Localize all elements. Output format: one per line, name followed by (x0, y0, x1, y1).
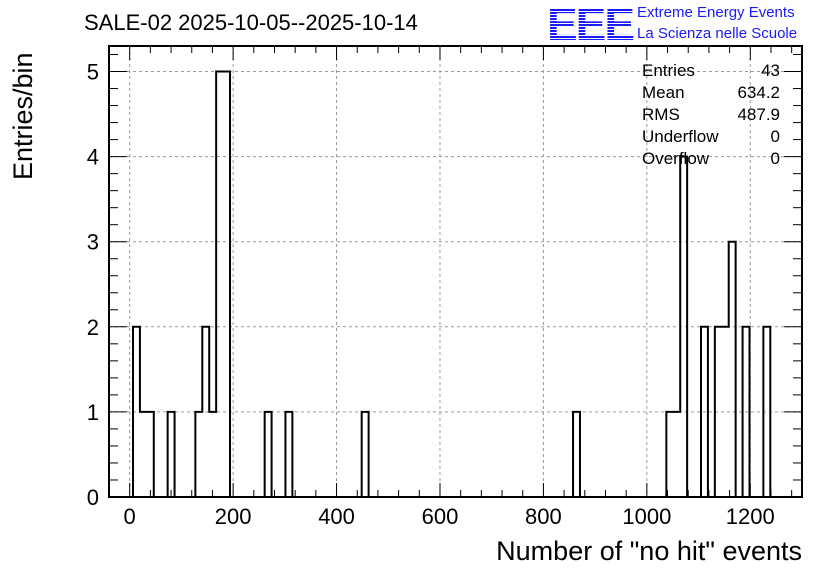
stats-entries-value: 43 (761, 61, 780, 80)
stats-entries-label: Entries (642, 61, 695, 80)
histogram-bin (216, 72, 223, 497)
histogram-bin (147, 412, 154, 497)
y-tick-label: 0 (87, 485, 99, 510)
y-tick-label: 4 (87, 145, 99, 170)
stats-underflow-row: Underflow 0 (642, 126, 780, 148)
x-axis-ticks: 0 200 400 600 800 1000 1200 (108, 46, 793, 529)
y-axis-ticks: 0 1 2 3 4 5 (87, 54, 802, 510)
histogram-bin (223, 72, 230, 497)
x-tick-label: 0 (124, 504, 136, 529)
x-tick-label: 1000 (622, 504, 671, 529)
histogram-bin (666, 412, 673, 497)
eee-logo: EEE (547, 0, 635, 44)
histogram-bin (362, 412, 369, 497)
histogram-bin (265, 412, 272, 497)
stats-mean-value: 634.2 (737, 83, 780, 102)
x-tick-label: 1200 (726, 504, 775, 529)
plot-frame (108, 45, 803, 498)
stats-mean-row: Mean 634.2 (642, 82, 780, 104)
x-tick-label: 400 (318, 504, 355, 529)
logo-title: Extreme Energy Events (637, 4, 795, 21)
stats-underflow-value: 0 (770, 127, 780, 146)
stats-underflow-label: Underflow (642, 127, 719, 146)
stats-mean-label: Mean (642, 83, 685, 102)
histogram-bin (140, 412, 147, 497)
histogram-bin (573, 412, 580, 497)
y-tick-label: 5 (87, 60, 99, 85)
chart-title: SALE-02 2025-10-05--2025-10-14 (84, 10, 418, 35)
histogram-bin (285, 412, 292, 497)
stats-rms-value: 487.9 (737, 105, 780, 124)
eee-logo-mark: EEE (547, 0, 633, 44)
stats-rms-label: RMS (642, 105, 680, 124)
stats-rms-row: RMS 487.9 (642, 104, 780, 126)
x-tick-label: 600 (422, 504, 459, 529)
stats-box: Entries 43 Mean 634.2 RMS 487.9 Underflo… (642, 60, 780, 170)
stats-overflow-value: 0 (770, 149, 780, 168)
stats-entries-row: Entries 43 (642, 60, 780, 82)
x-tick-label: 800 (525, 504, 562, 529)
histogram-bin (195, 412, 202, 497)
histogram-bin (168, 412, 175, 497)
stats-overflow-row: Overflow 0 (642, 148, 780, 170)
histogram-bins (131, 70, 772, 497)
y-tick-label: 2 (87, 315, 99, 340)
histogram-bin (209, 412, 216, 497)
x-tick-label: 200 (215, 504, 252, 529)
histogram-bin (729, 242, 736, 497)
x-axis-label: Number of "no hit" events (496, 536, 802, 566)
stats-overflow-label: Overflow (642, 149, 710, 168)
y-tick-label: 3 (87, 230, 99, 255)
histogram-outline (131, 70, 772, 497)
y-tick-label: 1 (87, 400, 99, 425)
histogram-bin (673, 412, 680, 497)
logo-subtitle: La Scienza nelle Scuole (637, 25, 798, 42)
